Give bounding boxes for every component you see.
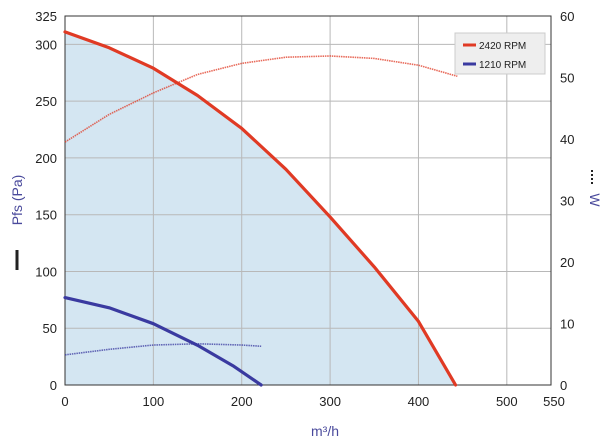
y-left-tick-label: 300: [35, 37, 57, 52]
y-right-tick-label: 40: [560, 132, 574, 147]
y-left-tick-label: 200: [35, 151, 57, 166]
y-left-tick-label: 150: [35, 208, 57, 223]
y-right-axis-title: W: [587, 193, 603, 207]
y-left-tick-label: 100: [35, 264, 57, 279]
x-tick-label: 300: [319, 394, 341, 409]
y-right-tick-label: 0: [560, 378, 567, 393]
x-tick-label: 200: [231, 394, 253, 409]
y-right-tick-label: 10: [560, 317, 574, 332]
x-tick-label: 100: [143, 394, 165, 409]
legend-box: [454, 32, 546, 75]
plot-frame: [64, 15, 552, 386]
y-right-tick-label: 60: [560, 9, 574, 24]
y-left-axis-title: Pfs (Pa): [9, 175, 25, 226]
x-tick-label: 500: [496, 394, 518, 409]
y-right-tick-label: 30: [560, 194, 574, 209]
x-tick-label: 0: [61, 394, 68, 409]
y-left-tick-label: 325: [35, 9, 57, 24]
legend: 2420 RPM 1210 RPM: [454, 32, 546, 75]
y-right-axis-title-group: W: [587, 170, 603, 207]
legend-label-2420-rpm: 2420 RPM: [479, 41, 526, 52]
x-tick-label: 400: [408, 394, 430, 409]
power-line-2420-rpm: [64, 55, 458, 143]
pressure-line-2420-rpm: [63, 30, 458, 387]
power-line-1210-rpm: [64, 342, 262, 356]
operating-area-fill: [65, 31, 456, 385]
y-left-tick-label: 50: [43, 321, 57, 336]
y-right-tick-label: 20: [560, 255, 574, 270]
y-left-tick-label: 250: [35, 94, 57, 109]
legend-label-1210-rpm: 1210 RPM: [479, 60, 526, 71]
y-right-tick-label: 50: [560, 71, 574, 86]
pressure-line-1210-rpm: [63, 295, 263, 387]
y-left-tick-label: 0: [50, 378, 57, 393]
x-tick-label: 550: [543, 394, 565, 409]
x-axis-title: m³/h: [311, 423, 339, 439]
y-left-axis-title-group: Pfs (Pa): [9, 175, 25, 270]
